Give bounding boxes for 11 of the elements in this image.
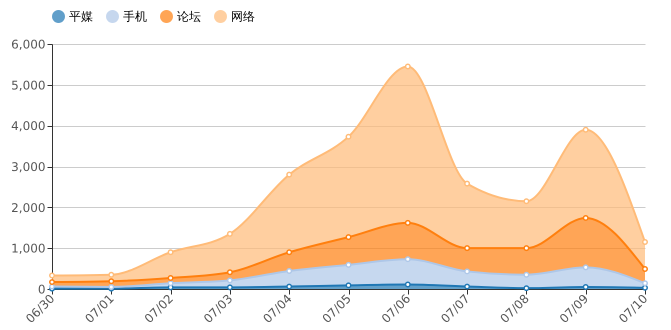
legend-label: 手机 [123, 10, 147, 24]
y-tick-label: 1,000 [11, 242, 46, 256]
y-tick-label: 5,000 [11, 78, 46, 92]
legend-label: 平媒 [69, 10, 93, 24]
y-tick-label: 4,000 [11, 119, 46, 134]
legend-label: 网络 [231, 10, 255, 24]
legend-label: 论坛 [177, 10, 201, 24]
y-tick-label: 3,000 [11, 160, 46, 174]
y-tick-label: 6,000 [11, 38, 46, 52]
y-tick-label: 0 [38, 282, 46, 296]
y-tick-label: 2,000 [11, 200, 46, 215]
